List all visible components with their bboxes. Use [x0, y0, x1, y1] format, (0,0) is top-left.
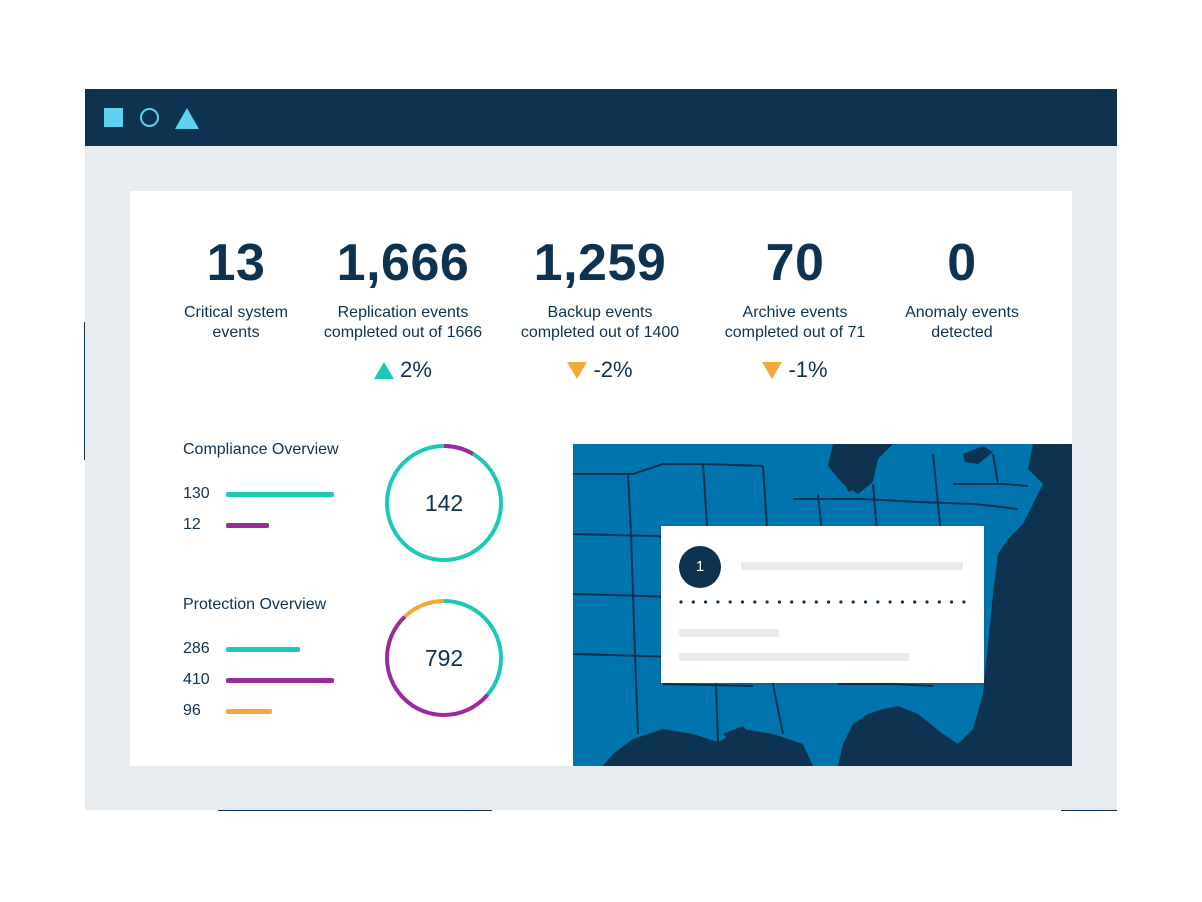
decor-line-bottom-right	[1061, 809, 1117, 811]
legend-bar	[226, 647, 300, 652]
divider-dot	[962, 600, 966, 604]
divider-dot	[913, 600, 917, 604]
protection-total: 792	[424, 645, 464, 671]
stat-change: -1%	[695, 357, 895, 383]
legend-value: 96	[183, 702, 201, 719]
divider-dot	[740, 600, 745, 604]
placeholder-line	[679, 629, 779, 637]
legend-value: 410	[183, 671, 210, 688]
stat-change-value: 2%	[400, 357, 432, 382]
stat-label-line: completed out of 1400	[520, 324, 680, 341]
dashboard-panel: 13 Critical system events 1,666 Replicat…	[130, 191, 1072, 766]
stat-label-line: completed out of 1666	[323, 324, 483, 341]
divider-dot	[728, 600, 732, 604]
placeholder-line	[741, 562, 963, 570]
compliance-total: 142	[424, 490, 464, 516]
title-bar	[85, 89, 1117, 146]
divider-dot	[851, 600, 855, 604]
map-view[interactable]: 1	[573, 444, 1072, 766]
stat-label-line: Backup events	[547, 304, 653, 321]
trend-down-icon	[762, 361, 783, 379]
stat-label-line: Replication events	[337, 304, 469, 321]
stat-label: Anomaly events detected	[862, 303, 1062, 343]
protection-donut-ring	[385, 599, 503, 717]
divider-dot	[802, 600, 806, 604]
great-lake	[963, 446, 993, 464]
circle-icon[interactable]	[140, 108, 159, 127]
legend-bar	[226, 523, 269, 528]
stat-label-line: detected	[931, 324, 993, 341]
legend-bar	[226, 709, 272, 714]
decor-line-bottom-left	[218, 809, 492, 811]
divider-dot	[827, 600, 831, 604]
stat-change-value: -1%	[788, 357, 828, 382]
coastal-islands	[633, 726, 753, 756]
protection-title: Protection Overview	[183, 596, 327, 613]
divider-dot	[765, 600, 769, 604]
divider-dot	[950, 600, 954, 604]
divider-dot	[716, 600, 720, 604]
divider-dot	[863, 600, 868, 604]
compliance-donut: 142	[382, 441, 506, 565]
legend-bar	[226, 492, 334, 497]
trend-up-icon	[374, 361, 395, 379]
stat-label-line: completed out of 71	[724, 324, 866, 341]
great-lake	[841, 449, 873, 492]
divider-dot	[937, 600, 941, 604]
legend-value: 130	[183, 485, 210, 502]
divider-dot	[704, 600, 708, 604]
stat-archive-events: 70 Archive events completed out of 71 -1…	[695, 231, 895, 383]
stat-replication-events: 1,666 Replication events completed out o…	[303, 231, 503, 383]
legend-value: 12	[183, 516, 201, 533]
stat-change: -2%	[500, 357, 700, 383]
divider-dot	[790, 600, 794, 604]
stat-value: 1,666	[336, 234, 470, 292]
legend-bar	[226, 678, 334, 683]
compliance-title: Compliance Overview	[183, 441, 339, 458]
dotted-divider	[679, 600, 966, 604]
stat-label: Backup events completed out of 1400	[500, 303, 700, 343]
divider-dot	[876, 600, 880, 604]
stat-label: Critical system events	[136, 303, 336, 343]
stat-anomaly-events: 0 Anomaly events detected	[862, 231, 1062, 343]
stat-label: Archive events completed out of 71	[695, 303, 895, 343]
stat-value: 0	[947, 234, 977, 292]
divider-dot	[814, 600, 818, 604]
divider-dot	[888, 600, 892, 604]
stat-critical-system-events: 13 Critical system events	[136, 231, 336, 343]
divider-dot	[753, 600, 757, 604]
stat-label: Replication events completed out of 1666	[303, 303, 503, 343]
compliance-donut-ring	[385, 444, 503, 562]
divider-dot	[777, 600, 781, 604]
stat-label-line: Critical system	[183, 304, 288, 321]
stat-value: 13	[206, 234, 266, 292]
stat-value: 1,259	[533, 234, 667, 292]
stat-change: 2%	[303, 357, 503, 383]
stat-label-line: events	[212, 324, 260, 341]
stat-label-line: Archive events	[742, 304, 848, 321]
divider-dot	[900, 600, 904, 604]
stat-value: 70	[765, 234, 825, 292]
stat-backup-events: 1,259 Backup events completed out of 140…	[500, 231, 700, 383]
map-info-card[interactable]: 1	[661, 526, 984, 683]
divider-dot	[679, 600, 683, 604]
divider-dot	[925, 600, 929, 604]
placeholder-line	[679, 653, 909, 661]
marker-badge[interactable]: 1	[679, 546, 721, 588]
square-icon[interactable]	[104, 108, 123, 127]
trend-down-icon	[567, 361, 588, 379]
triangle-icon[interactable]	[175, 108, 199, 129]
divider-dot	[691, 600, 695, 604]
protection-donut: 792	[382, 596, 506, 720]
divider-dot	[839, 600, 843, 604]
stat-change-value: -2%	[593, 357, 633, 382]
stat-label-line: Anomaly events	[905, 304, 1019, 321]
legend-value: 286	[183, 640, 210, 657]
